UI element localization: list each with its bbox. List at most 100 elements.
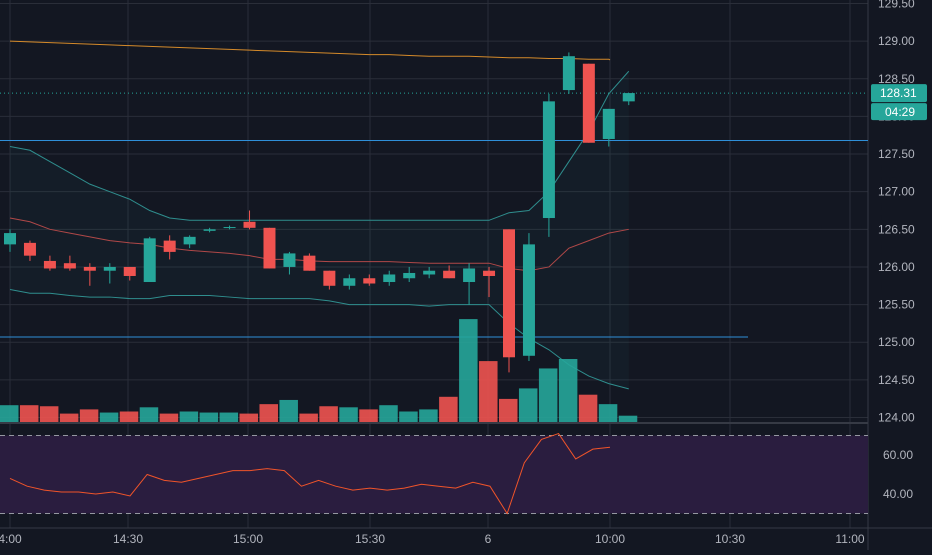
time-tick-label: 10:30 — [715, 532, 745, 546]
candle[interactable] — [562, 52, 575, 94]
price-tick-label: 127.50 — [878, 147, 915, 161]
candle-body — [463, 268, 476, 283]
candle[interactable] — [183, 235, 196, 249]
volume-bar — [578, 394, 598, 422]
horizontal-lines — [0, 92, 868, 338]
candle[interactable] — [283, 251, 296, 275]
candle-body — [383, 274, 396, 283]
candle-body — [423, 270, 436, 275]
time-tick-label: 10:00 — [595, 532, 625, 546]
candle[interactable] — [463, 263, 476, 305]
volume-bar — [459, 319, 478, 422]
candle[interactable] — [63, 255, 76, 271]
candle-body — [503, 229, 515, 358]
candle-body — [63, 263, 76, 269]
price-tick-label: 124.00 — [878, 411, 915, 425]
candle[interactable] — [23, 240, 36, 261]
candle[interactable] — [123, 266, 136, 281]
candle[interactable] — [363, 274, 376, 286]
time-tick-label: 14:30 — [113, 532, 143, 546]
candle-body — [283, 253, 296, 267]
candle[interactable] — [522, 233, 535, 362]
candle[interactable] — [223, 225, 236, 230]
volume-bar — [518, 388, 538, 422]
price-tick-label: 127.00 — [878, 185, 915, 199]
candle-body — [622, 93, 635, 102]
bollinger-fill — [10, 71, 629, 389]
moving-average-line — [9, 40, 611, 61]
candle[interactable] — [542, 93, 555, 237]
candle-body — [223, 227, 236, 229]
candle-body — [403, 272, 416, 279]
volume-bar — [379, 405, 398, 422]
orange-ma-line — [9, 40, 611, 61]
volume-bar — [239, 413, 259, 422]
candle[interactable] — [503, 229, 515, 373]
candle-body — [542, 101, 555, 219]
volume-bar — [79, 409, 99, 422]
volume-bar — [499, 398, 518, 422]
time-tick-label: 11:00 — [835, 532, 864, 546]
candle[interactable] — [443, 265, 456, 279]
price-tick-label: 125.00 — [878, 335, 915, 349]
candle[interactable] — [403, 266, 416, 283]
volume-bars — [0, 319, 638, 422]
time-tick-label: 6 — [485, 532, 492, 546]
candle-body — [4, 233, 16, 245]
price-tick-label: 126.00 — [878, 260, 915, 274]
candle[interactable] — [243, 210, 256, 230]
volume-bar — [558, 359, 578, 422]
candle[interactable] — [483, 266, 496, 298]
candle-body — [323, 270, 336, 286]
volume-bar — [139, 407, 159, 422]
candle-body — [483, 270, 496, 276]
volume-bar — [319, 406, 338, 422]
candle[interactable] — [602, 108, 615, 147]
candlesticks[interactable] — [4, 52, 635, 373]
candle-body — [123, 266, 136, 276]
candle[interactable] — [383, 270, 396, 286]
candle[interactable] — [582, 63, 595, 143]
countdown-tag — [871, 103, 927, 121]
volume-bar — [179, 411, 199, 422]
candle[interactable] — [622, 93, 635, 106]
volume-bar — [339, 407, 358, 422]
candle[interactable] — [323, 270, 336, 290]
candle[interactable] — [163, 235, 176, 260]
last-price-label: 128.31 — [880, 86, 917, 100]
candle[interactable] — [103, 263, 116, 284]
rsi-pane — [0, 432, 868, 515]
candle[interactable] — [203, 227, 216, 233]
volume-bar — [199, 412, 219, 422]
candle-body — [243, 221, 256, 228]
candle-body — [103, 266, 116, 271]
time-tick-label: 4:00 — [0, 532, 22, 546]
volume-bar — [618, 415, 638, 422]
candle[interactable] — [263, 227, 276, 269]
volume-bar — [439, 396, 458, 422]
candle[interactable] — [4, 229, 16, 252]
price-tick-label: 126.50 — [878, 222, 915, 236]
candle-body — [602, 108, 615, 139]
candle[interactable] — [343, 274, 356, 290]
candle-body — [443, 270, 456, 279]
price-tick-label: 124.50 — [878, 373, 915, 387]
price-tick-label: 125.50 — [878, 298, 915, 312]
volume-bar — [159, 413, 179, 422]
volume-bar — [279, 399, 298, 422]
candle-body — [163, 240, 176, 252]
candle[interactable] — [143, 236, 156, 283]
candle-body — [263, 227, 276, 269]
countdown-label: 04:29 — [885, 105, 915, 119]
candle-body — [562, 56, 575, 91]
candle-body — [522, 244, 535, 356]
candle[interactable] — [43, 255, 56, 271]
candle[interactable] — [83, 263, 96, 286]
volume-bar — [479, 361, 498, 422]
candle[interactable] — [423, 266, 436, 279]
candle[interactable] — [303, 253, 316, 271]
volume-bar — [0, 405, 19, 422]
volume-bar — [259, 404, 278, 422]
